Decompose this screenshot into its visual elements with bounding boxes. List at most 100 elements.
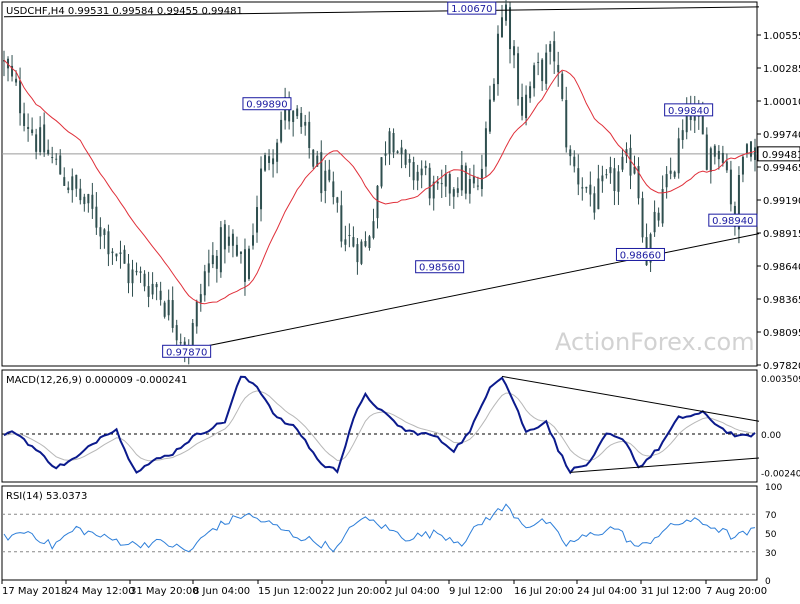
rsi-y-tick-label: 50 bbox=[765, 530, 777, 540]
macd-y-tick-label: 0.00 bbox=[761, 431, 781, 441]
candle-body bbox=[207, 263, 210, 273]
candle-body bbox=[637, 166, 640, 199]
x-tick-label: 17 May 2018 bbox=[2, 586, 67, 597]
candle-body bbox=[705, 134, 708, 170]
candle-body bbox=[195, 301, 198, 327]
price-y-tick-label: 1.00285 bbox=[763, 64, 800, 75]
candle-body bbox=[95, 206, 98, 228]
candle-body bbox=[725, 161, 728, 171]
candle-body bbox=[460, 165, 463, 191]
candle-body bbox=[621, 156, 624, 170]
candle-body bbox=[533, 65, 536, 89]
price-y-tick-label: 0.98095 bbox=[763, 328, 800, 339]
candle-body bbox=[67, 187, 70, 191]
candle-body bbox=[452, 189, 455, 197]
candle-body bbox=[239, 251, 242, 254]
candle-body bbox=[484, 128, 487, 167]
candle-body bbox=[75, 174, 78, 189]
candle-body bbox=[641, 198, 644, 238]
x-tick-label: 7 Aug 20:00 bbox=[706, 586, 767, 597]
candle-body bbox=[545, 52, 548, 84]
x-tick-label: 24 Jul 04:00 bbox=[577, 586, 637, 597]
candle-body bbox=[717, 150, 720, 160]
candle-body bbox=[753, 147, 756, 160]
candle-body bbox=[517, 53, 520, 100]
price-trendline bbox=[4, 6, 760, 18]
candle-body bbox=[404, 149, 407, 165]
x-tick-label: 16 Jul 20:00 bbox=[514, 586, 574, 597]
candle-body bbox=[103, 229, 106, 236]
price-label: 0.98560 bbox=[419, 263, 460, 274]
candle-body bbox=[581, 187, 584, 189]
candle-body bbox=[356, 244, 359, 263]
candle-body bbox=[119, 252, 122, 255]
candle-body bbox=[709, 148, 712, 172]
candle-body bbox=[27, 126, 30, 129]
candle-body bbox=[328, 169, 331, 181]
candle-body bbox=[167, 299, 170, 316]
candle-body bbox=[601, 175, 604, 182]
rsi-plot bbox=[2, 503, 757, 553]
candle-body bbox=[529, 86, 532, 99]
candle-body bbox=[661, 189, 664, 224]
price-y-tick-label: 1.00555 bbox=[763, 31, 800, 42]
macd-signal-line bbox=[3, 390, 755, 462]
candle-body bbox=[175, 325, 178, 341]
price-label: 0.99890 bbox=[246, 100, 287, 111]
x-tick-label: 15 Jun 12:00 bbox=[258, 586, 322, 597]
candle-body bbox=[657, 212, 660, 221]
x-tick-label: 31 Jul 12:00 bbox=[641, 586, 701, 597]
candle-body bbox=[344, 239, 347, 245]
candle-body bbox=[464, 165, 467, 194]
candle-body bbox=[468, 179, 471, 194]
candle-body bbox=[131, 269, 134, 284]
candle-body bbox=[745, 144, 748, 154]
candle-body bbox=[440, 183, 443, 185]
candle-body bbox=[488, 99, 491, 132]
candle-body bbox=[388, 131, 391, 154]
candle-body bbox=[332, 181, 335, 198]
candle-body bbox=[476, 185, 479, 187]
moving-average-line bbox=[3, 59, 756, 305]
candle-body bbox=[685, 106, 688, 133]
candle-body bbox=[677, 138, 680, 174]
candle-body bbox=[609, 167, 612, 174]
candle-body bbox=[577, 168, 580, 185]
candle-body bbox=[412, 162, 415, 181]
candle-body bbox=[669, 170, 672, 174]
candle-body bbox=[336, 197, 339, 203]
rsi-panel-frame bbox=[1, 485, 758, 581]
candle-body bbox=[107, 231, 110, 255]
price-label-box bbox=[415, 260, 465, 274]
candle-body bbox=[597, 178, 600, 210]
candle-body bbox=[223, 224, 226, 250]
candle-body bbox=[565, 100, 568, 148]
candle-body bbox=[83, 196, 86, 205]
candle-body bbox=[320, 152, 323, 194]
candle-body bbox=[3, 60, 6, 62]
candle-body bbox=[428, 167, 431, 199]
candle-body bbox=[268, 156, 271, 163]
price-label-box bbox=[242, 97, 292, 111]
candle-body bbox=[613, 168, 616, 192]
candle-body bbox=[681, 130, 684, 140]
candle-body bbox=[151, 283, 154, 295]
candle-body bbox=[51, 157, 54, 159]
candle-body bbox=[537, 61, 540, 63]
candle-body bbox=[444, 173, 447, 187]
candle-body bbox=[147, 286, 150, 297]
candle-body bbox=[456, 188, 459, 193]
candle-body bbox=[79, 188, 82, 201]
candle-body bbox=[360, 241, 363, 264]
price-label: 0.99840 bbox=[668, 106, 709, 117]
candle-body bbox=[235, 244, 238, 256]
candle-body bbox=[159, 290, 162, 300]
price-label: 1.00670 bbox=[451, 4, 492, 15]
candle-body bbox=[219, 227, 222, 273]
candle-body bbox=[605, 174, 608, 176]
rsi-y-tick-label: 100 bbox=[765, 483, 782, 493]
